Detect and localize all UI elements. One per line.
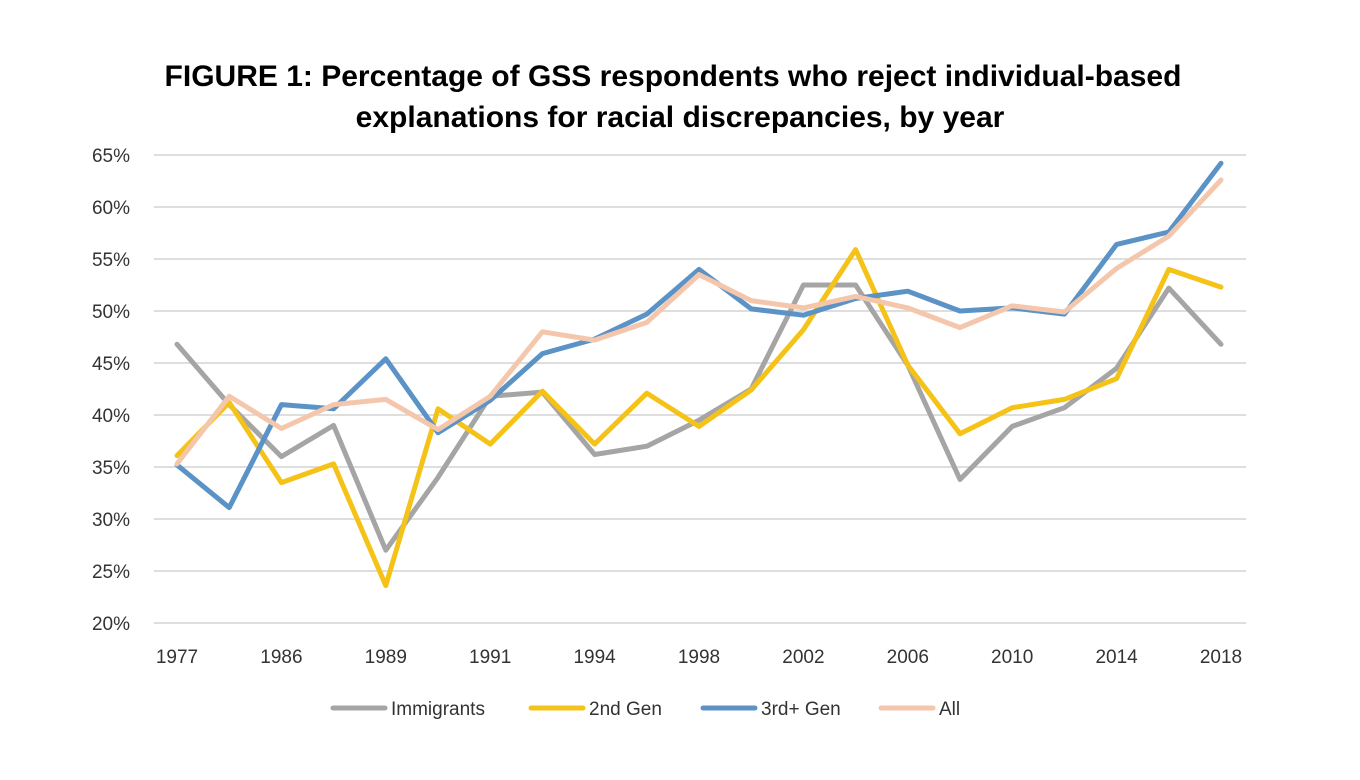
series-line-2nd-gen [174, 247, 1224, 589]
y-tick-label: 65% [92, 146, 130, 167]
series-lines [174, 160, 1224, 589]
chart-title-line-1: FIGURE 1: Percentage of GSS respondents … [165, 60, 1182, 93]
x-tick-label: 1977 [156, 647, 198, 668]
y-axis-ticks: 20% 25% 30% 35% 40% 45% 50% 55% 60% 65% [92, 146, 130, 635]
y-tick-label: 30% [92, 510, 130, 531]
chart-title-line-2: explanations for racial discrepancies, b… [356, 101, 1005, 134]
x-tick-label: 1991 [469, 647, 511, 668]
legend: Immigrants 2nd Gen 3rd+ Gen All [330, 699, 960, 720]
series-line-3rd-gen [174, 160, 1224, 511]
y-tick-label: 50% [92, 302, 130, 323]
y-tick-label: 60% [92, 198, 130, 219]
x-tick-label: 1986 [260, 647, 302, 668]
x-tick-label: 2010 [991, 647, 1033, 668]
x-tick-label: 1989 [365, 647, 407, 668]
x-tick-label: 2018 [1200, 647, 1242, 668]
x-tick-label: 1994 [573, 647, 616, 668]
gridlines [154, 154, 1246, 624]
legend-label-2nd-gen: 2nd Gen [589, 699, 662, 720]
legend-label-immigrants: Immigrants [391, 699, 485, 720]
series-line-all [174, 177, 1224, 467]
x-tick-label: 2006 [887, 647, 929, 668]
y-tick-label: 40% [92, 406, 130, 427]
legend-label-3rd-gen: 3rd+ Gen [761, 699, 841, 720]
y-tick-label: 55% [92, 250, 130, 271]
y-tick-label: 25% [92, 562, 130, 583]
series-line-immigrants [174, 282, 1224, 553]
x-tick-label: 1998 [678, 647, 720, 668]
x-tick-label: 2002 [782, 647, 824, 668]
legend-label-all: All [939, 699, 960, 720]
y-tick-label: 45% [92, 354, 130, 375]
x-axis-ticks: 1977 1986 1989 1991 1994 1998 2002 2006 2010 2014… [156, 647, 1242, 668]
y-tick-label: 20% [92, 614, 130, 635]
x-tick-label: 2014 [1095, 647, 1138, 668]
y-tick-label: 35% [92, 458, 130, 479]
